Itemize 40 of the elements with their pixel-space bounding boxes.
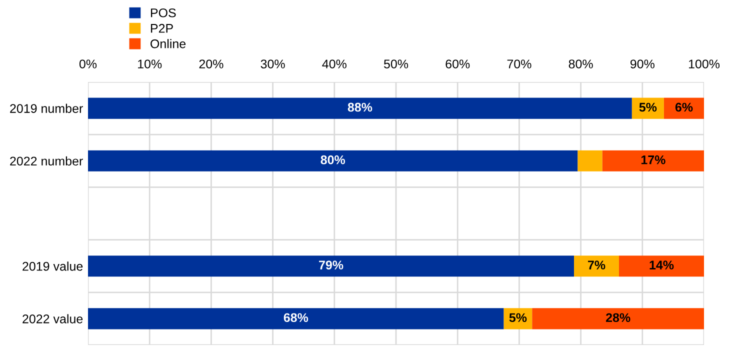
bar: [88, 308, 504, 330]
data-label: 14%: [650, 260, 674, 270]
y-tick-label: 2022 value: [22, 314, 83, 324]
x-tick-label: 0%: [79, 60, 97, 68]
x-tick-label: 20%: [199, 60, 224, 68]
x-tick-label: 30%: [260, 60, 285, 68]
bar: [574, 256, 619, 277]
bar: [532, 308, 704, 330]
x-tick-label: 100%: [688, 60, 720, 68]
bar: [632, 98, 664, 119]
x-tick-label: 50%: [384, 60, 408, 68]
x-tick-label: 70%: [507, 60, 532, 68]
x-tick-label: 40%: [322, 60, 346, 68]
data-label: 7%: [588, 260, 606, 270]
bar: [664, 98, 704, 119]
legend-label: POS: [150, 8, 176, 18]
data-label: 88%: [348, 102, 372, 112]
legend-label: Online: [150, 39, 186, 48]
data-label: 6%: [675, 102, 693, 112]
bar: [88, 98, 632, 119]
x-tick-label: 60%: [446, 60, 470, 68]
bar: [602, 150, 704, 172]
x-tick-label: 10%: [138, 60, 162, 68]
data-label: 5%: [509, 313, 527, 322]
data-label: 17%: [641, 155, 666, 164]
data-label: 5%: [639, 102, 657, 112]
bar: [88, 150, 578, 172]
data-label: 68%: [284, 313, 308, 322]
y-tick-label: 2019 value: [22, 262, 83, 271]
data-label: 28%: [606, 313, 630, 322]
x-tick-label: 90%: [630, 60, 654, 68]
y-tick-label: 2022 number: [10, 156, 83, 166]
data-label: 80%: [320, 155, 346, 164]
legend-label: P2P: [150, 24, 173, 33]
data-label: 79%: [319, 260, 344, 270]
x-tick-label: 80%: [568, 60, 593, 68]
bar: [578, 150, 602, 172]
bar: [618, 256, 704, 277]
y-tick-label: 2019 number: [10, 104, 83, 113]
bar: [88, 256, 574, 277]
